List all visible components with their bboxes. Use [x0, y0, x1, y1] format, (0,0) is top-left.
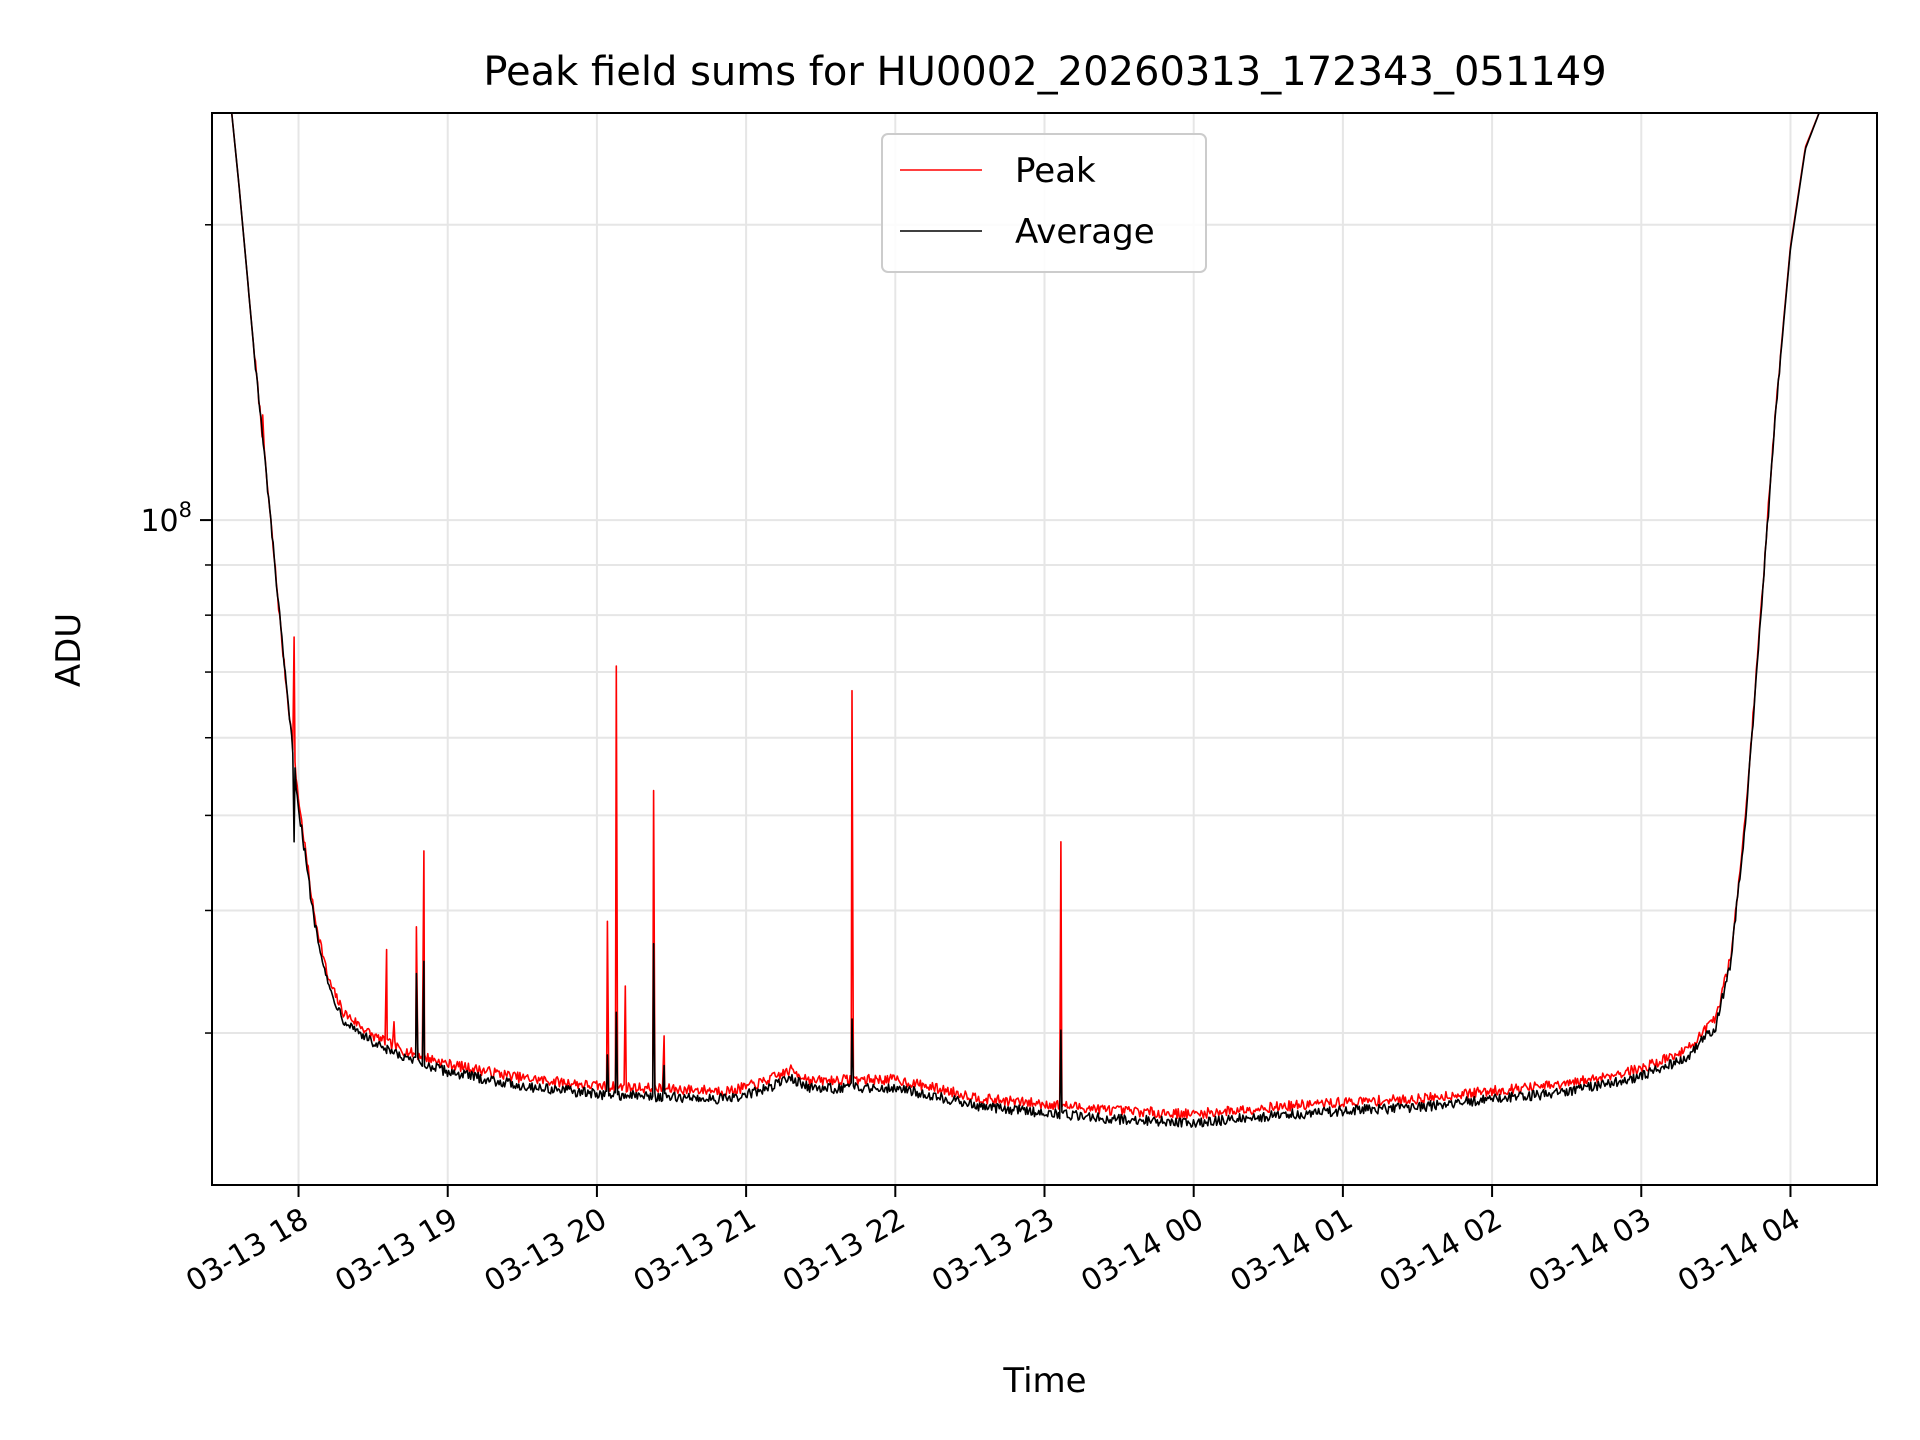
legend-box — [881, 133, 1207, 273]
x-axis-label: Time — [1002, 1361, 1086, 1401]
legend-label-average: Average — [1015, 212, 1155, 252]
series-line-peak — [230, 113, 1820, 1120]
legend: Peak Average — [881, 133, 1207, 273]
y-tick-label-exponent: 8 — [179, 498, 192, 522]
y-tick-label: 108 — [140, 498, 192, 539]
series-line-average — [230, 113, 1820, 1128]
chart-title: Peak field sums for HU0002_20260313_1723… — [483, 49, 1606, 95]
y-axis: 108 — [140, 224, 212, 1034]
y-tick-label-base: 10 — [140, 504, 178, 539]
y-axis-label: ADU — [49, 613, 89, 687]
grid-lines — [212, 113, 1877, 1185]
series-layer — [230, 113, 1820, 1128]
legend-label-peak: Peak — [1015, 151, 1096, 191]
